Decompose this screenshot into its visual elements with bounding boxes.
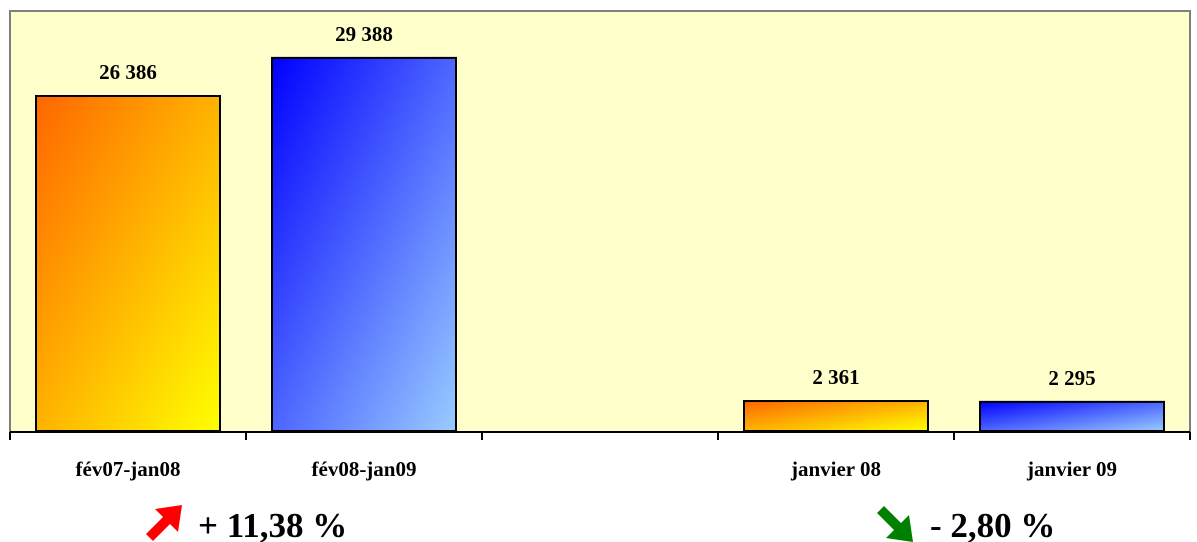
category-labels: fév07-jan08 fév08-jan09 janvier 08 janvier …	[76, 457, 1118, 481]
bars	[35, 56, 1165, 433]
bar	[271, 56, 457, 432]
bar-value-label: 2 295	[1048, 366, 1095, 390]
change-text-yearly: + 11,38 %	[198, 506, 347, 542]
x-axis-ticks	[9, 432, 1191, 440]
bar	[743, 400, 929, 432]
category-label: fév08-jan09	[312, 457, 417, 481]
value-labels: 26 386 29 388 2 361 2 295	[99, 22, 1096, 390]
arrow-down-right-icon	[877, 506, 913, 542]
change-indicator-yearly: + 11,38 %	[146, 505, 347, 542]
category-label: fév07-jan08	[76, 457, 181, 481]
arrow-up-right-icon	[146, 505, 182, 541]
bar	[35, 95, 221, 432]
bar	[979, 400, 1165, 433]
category-label: janvier 09	[1026, 457, 1117, 481]
category-label: janvier 08	[790, 457, 881, 481]
bar-value-label: 26 386	[99, 60, 157, 84]
change-indicator-monthly: - 2,80 %	[877, 506, 1055, 542]
change-text-monthly: - 2,80 %	[930, 506, 1055, 542]
bar-value-label: 2 361	[812, 365, 859, 389]
bar-value-label: 29 388	[335, 22, 393, 46]
